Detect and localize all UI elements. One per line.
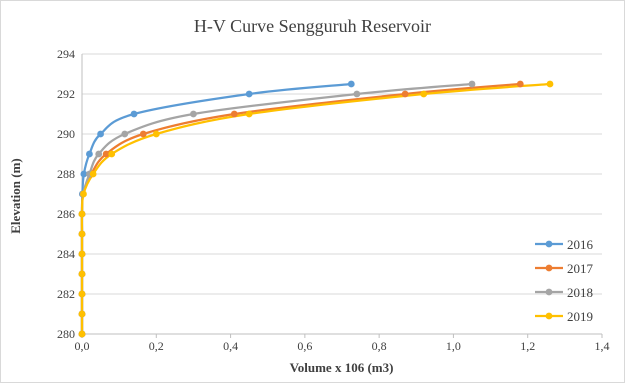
data-point-2018 <box>190 110 197 118</box>
legend-marker-2017 <box>545 264 553 272</box>
y-tick-label: 282 <box>57 287 75 301</box>
x-axis-label: Volume x 106 (m3) <box>289 360 394 375</box>
legend-label: 2018 <box>567 285 593 300</box>
legend-label: 2016 <box>567 237 594 252</box>
data-point-2019 <box>78 310 86 318</box>
data-point-2019 <box>80 190 87 198</box>
series-line-2018 <box>80 82 473 334</box>
y-tick-labels: 280 282 284 286 288 290 292 294 <box>57 47 75 341</box>
data-point-2017 <box>139 130 147 138</box>
chart-title: H-V Curve Sengguruh Reservoir <box>193 16 432 36</box>
data-point-2018 <box>353 90 361 98</box>
series-line-2017 <box>80 82 521 334</box>
data-point-2018 <box>468 80 476 88</box>
data-point-2018 <box>121 130 129 138</box>
y-tick-label: 290 <box>57 127 75 141</box>
x-tick-label: 0,2 <box>149 339 164 353</box>
data-point-2019 <box>78 270 86 278</box>
data-point-2016 <box>86 150 93 158</box>
legend-marker-2019 <box>545 312 553 320</box>
data-point-2016 <box>97 130 104 138</box>
data-point-2019 <box>78 210 86 218</box>
y-tick-label: 292 <box>57 87 75 101</box>
legend: 2016 2017 2018 2019 <box>535 237 594 324</box>
data-point-2019 <box>78 330 86 338</box>
data-point-2017 <box>401 90 409 98</box>
data-point-2017 <box>516 80 524 88</box>
y-tick-label: 288 <box>57 167 75 181</box>
data-point-2019 <box>546 80 554 88</box>
y-tick-label: 284 <box>57 247 75 261</box>
legend-marker-2018 <box>545 288 553 296</box>
series-points <box>78 80 554 338</box>
x-tick-label: 1,4 <box>595 339 610 353</box>
legend-label: 2019 <box>567 309 593 324</box>
x-tick-label: 0,4 <box>223 339 238 353</box>
data-point-2019 <box>152 130 160 138</box>
series-line-2019 <box>80 82 551 334</box>
data-point-2019 <box>108 150 116 158</box>
data-point-2019 <box>78 250 86 258</box>
data-point-2016 <box>130 110 138 118</box>
x-tick-label: 0,8 <box>372 339 387 353</box>
legend-marker-2016 <box>545 240 553 248</box>
data-point-2017 <box>102 150 110 158</box>
series-line-2016 <box>80 82 352 334</box>
x-tick-label: 0,6 <box>297 339 312 353</box>
data-point-2019 <box>420 90 428 98</box>
data-point-2019 <box>78 230 86 238</box>
series-lines <box>80 82 551 334</box>
y-tick-label: 280 <box>57 327 75 341</box>
data-point-2019 <box>89 170 97 178</box>
data-point-2016 <box>245 90 253 98</box>
data-point-2016 <box>347 80 355 88</box>
x-tick-labels: 0,0 0,2 0,4 0,6 0,8 1,0 1,2 1,4 <box>75 339 610 353</box>
x-tick-label: 1,2 <box>520 339 535 353</box>
data-point-2018 <box>95 150 103 158</box>
y-tick-label: 286 <box>57 207 75 221</box>
x-tick-label: 1,0 <box>446 339 461 353</box>
x-tick-label: 0,0 <box>75 339 90 353</box>
data-point-2019 <box>78 290 86 298</box>
data-point-2016 <box>80 170 88 178</box>
data-point-2017 <box>230 110 238 118</box>
legend-label: 2017 <box>567 261 594 276</box>
data-point-2019 <box>245 110 253 118</box>
y-tick-label: 294 <box>57 47 75 61</box>
